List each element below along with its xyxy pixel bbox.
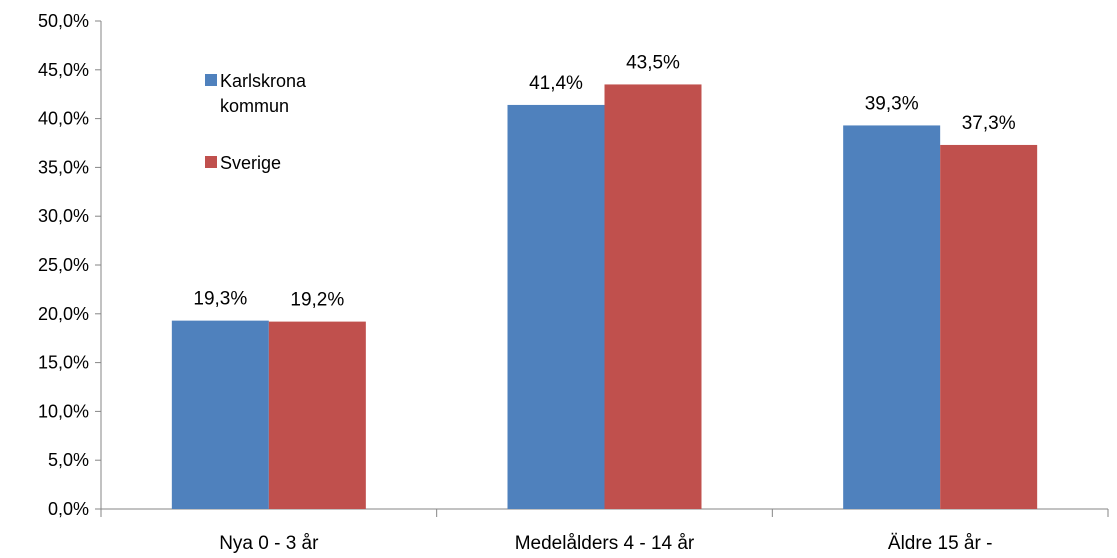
x-category-label: Medelålders 4 - 14 år [515, 533, 695, 554]
legend: Karlskrona kommun Sverige [205, 71, 307, 173]
bar [843, 125, 941, 509]
x-axis: Nya 0 - 3 år Medelålders 4 - 14 år Äldre 1… [100, 508, 1109, 554]
y-tick-label: 50,0% [38, 11, 89, 31]
bar [507, 104, 605, 509]
y-tick-label: 35,0% [38, 157, 89, 177]
y-tick-label: 40,0% [38, 109, 89, 129]
data-label: 19,3% [193, 289, 247, 310]
legend-label: Sverige [220, 153, 281, 173]
y-tick-label: 30,0% [38, 206, 89, 226]
y-tick-label: 10,0% [38, 401, 89, 421]
x-category-label: Nya 0 - 3 år [219, 533, 319, 554]
y-tick-label: 5,0% [48, 450, 89, 470]
bar [171, 320, 269, 509]
y-tick-label: 15,0% [38, 353, 89, 373]
x-category-label: Äldre 15 år - [888, 533, 993, 554]
y-axis: 0,0% 5,0% 10,0% 15,0% 20,0% 25,0% 30,0% 35,0% 40… [38, 11, 102, 519]
data-label: 37,3% [962, 113, 1016, 134]
bar [268, 321, 366, 509]
legend-label: Karlskrona [220, 71, 307, 91]
y-tick-label: 25,0% [38, 255, 89, 275]
legend-swatch [205, 156, 217, 168]
data-label: 43,5% [626, 52, 680, 73]
legend-swatch [205, 74, 217, 86]
y-tick-label: 45,0% [38, 60, 89, 80]
legend-label: kommun [220, 96, 289, 116]
data-label: 19,2% [290, 290, 344, 311]
y-tick-label: 0,0% [48, 499, 89, 519]
bar [940, 144, 1038, 509]
data-labels: 19,3% 19,2% 41,4% 43,5% 39,3% 37,3% [193, 52, 1015, 310]
data-label: 41,4% [529, 73, 583, 94]
y-tick-label: 20,0% [38, 304, 89, 324]
bar [604, 84, 702, 509]
bars [171, 84, 1038, 509]
data-label: 39,3% [865, 93, 919, 114]
